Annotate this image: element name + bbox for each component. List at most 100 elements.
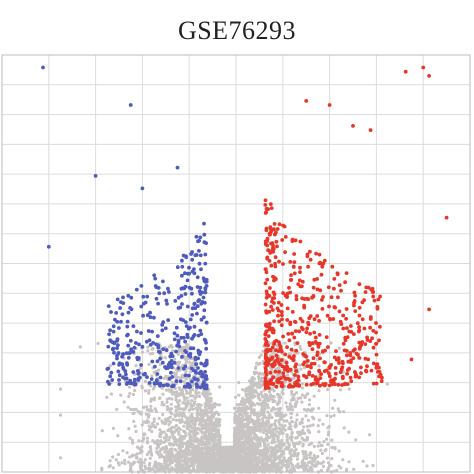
point-not-significant [235, 441, 238, 444]
point-not-significant [190, 394, 193, 397]
point-not-significant [279, 396, 282, 399]
point-not-significant [293, 452, 296, 455]
point-not-significant [211, 454, 214, 457]
point-down [126, 344, 130, 348]
point-down [189, 347, 193, 351]
point-not-significant [174, 429, 177, 432]
point-not-significant [147, 468, 150, 471]
point-up [298, 266, 302, 270]
point-not-significant [211, 439, 214, 442]
point-not-significant [204, 405, 207, 408]
point-up [301, 363, 305, 367]
point-up [293, 365, 297, 369]
point-not-significant [264, 447, 267, 450]
point-not-significant [163, 430, 166, 433]
point-not-significant [280, 470, 283, 473]
point-not-significant [116, 434, 119, 437]
point-not-significant [273, 464, 276, 467]
point-up [317, 319, 321, 323]
point-not-significant [254, 365, 257, 368]
point-up [312, 331, 316, 335]
point-not-significant [267, 443, 270, 446]
point-not-significant [260, 377, 263, 380]
point-not-significant [289, 402, 292, 405]
point-up [283, 353, 287, 357]
point-not-significant [236, 403, 239, 406]
point-not-significant [276, 374, 279, 377]
point-down [203, 253, 207, 257]
point-down [196, 275, 200, 279]
point-up [375, 366, 379, 370]
point-not-significant [196, 416, 199, 419]
point-down [177, 339, 181, 343]
point-not-significant [131, 455, 134, 458]
point-down [135, 356, 139, 360]
point-up [264, 366, 268, 370]
point-down [199, 254, 203, 258]
point-not-significant [264, 416, 267, 419]
point-down [193, 333, 197, 337]
point-down [118, 361, 122, 365]
point-not-significant [234, 436, 237, 439]
point-down [121, 366, 125, 370]
point-down [117, 326, 121, 330]
point-not-significant [318, 441, 321, 444]
point-not-significant [322, 465, 325, 468]
point-not-significant [134, 364, 137, 367]
point-not-significant [101, 429, 104, 432]
point-not-significant [183, 463, 186, 466]
point-up [335, 358, 339, 362]
point-not-significant [326, 388, 329, 391]
point-not-significant [169, 461, 172, 464]
point-not-significant [266, 449, 269, 452]
point-not-significant [59, 456, 62, 459]
point-not-significant [317, 445, 320, 448]
point-up [344, 339, 348, 343]
point-up [343, 280, 347, 284]
point-not-significant [166, 398, 169, 401]
point-down [155, 378, 159, 382]
point-down [186, 305, 190, 309]
point-not-significant [301, 386, 304, 389]
point-down [189, 318, 193, 322]
point-not-significant [197, 391, 200, 394]
point-not-significant [273, 457, 276, 460]
point-not-significant [295, 418, 298, 421]
point-up [329, 378, 333, 382]
point-not-significant [337, 465, 340, 468]
point-up [348, 351, 352, 355]
point-not-significant [200, 423, 203, 426]
point-not-significant [244, 407, 247, 410]
point-down [107, 332, 111, 336]
point-not-significant [248, 379, 251, 382]
point-up [358, 345, 362, 349]
point-not-significant [259, 454, 262, 457]
point-up [301, 352, 305, 356]
point-not-significant [294, 405, 297, 408]
point-not-significant [229, 469, 232, 472]
point-not-significant [199, 429, 202, 432]
point-up [298, 284, 302, 288]
point-not-significant [163, 403, 166, 406]
point-not-significant [207, 430, 210, 433]
point-not-significant [143, 461, 146, 464]
point-up [264, 281, 268, 285]
point-not-significant [135, 457, 138, 460]
point-not-significant [173, 391, 176, 394]
point-down [190, 313, 194, 317]
point-not-significant [149, 352, 152, 355]
point-down [135, 288, 139, 292]
point-not-significant [301, 382, 304, 385]
point-not-significant [290, 420, 293, 423]
point-not-significant [185, 389, 188, 392]
point-down [163, 365, 167, 369]
point-not-significant [149, 405, 152, 408]
point-down [125, 382, 129, 386]
point-down [187, 266, 191, 270]
point-not-significant [155, 439, 158, 442]
point-down [204, 291, 208, 295]
point-up [359, 366, 363, 370]
point-not-significant [237, 435, 240, 438]
point-not-significant [169, 468, 172, 471]
point-not-significant [211, 413, 214, 416]
